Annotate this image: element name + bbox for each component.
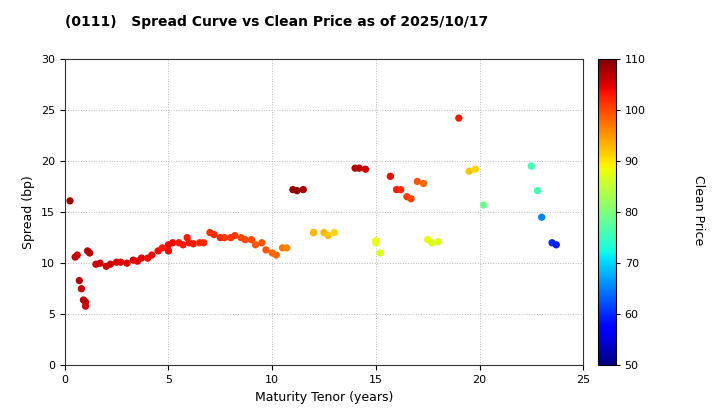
Point [80, 303, 91, 310]
Point [104, 261, 116, 268]
Point [271, 252, 282, 258]
Point [426, 239, 438, 246]
Point [101, 263, 112, 270]
Point [384, 173, 396, 180]
Point [308, 229, 320, 236]
Point [73, 277, 85, 284]
Point [156, 244, 168, 251]
Point [370, 237, 382, 244]
Point [115, 259, 127, 265]
Point [235, 234, 247, 241]
Point [546, 239, 558, 246]
Point [163, 241, 174, 248]
Point [370, 239, 382, 246]
Point [167, 239, 179, 246]
Point [188, 240, 199, 247]
Point [78, 297, 89, 303]
Point [266, 249, 278, 256]
Point [153, 247, 164, 254]
Y-axis label: Spread (bp): Spread (bp) [22, 175, 35, 249]
Point [219, 234, 230, 241]
Point [292, 187, 303, 194]
Point [76, 286, 87, 292]
Point [146, 252, 158, 258]
Point [287, 186, 299, 193]
Point [177, 241, 189, 248]
Point [82, 247, 94, 254]
Point [246, 236, 257, 243]
Point [418, 180, 429, 187]
Point [478, 202, 490, 208]
Point [464, 168, 475, 175]
Point [250, 241, 261, 248]
Point [432, 239, 444, 245]
Point [229, 232, 240, 239]
Point [240, 236, 251, 243]
Point [469, 166, 481, 173]
Point [84, 249, 96, 256]
Point [215, 234, 226, 241]
Point [163, 247, 174, 254]
Point [308, 229, 320, 236]
Point [181, 234, 193, 241]
Point [297, 186, 309, 193]
Point [208, 231, 220, 238]
Point [276, 244, 288, 251]
Point [260, 247, 271, 253]
Point [391, 186, 402, 193]
Point [354, 165, 365, 171]
Point [256, 239, 268, 246]
Point [127, 257, 139, 263]
Point [532, 187, 544, 194]
Point [328, 229, 340, 236]
Point [198, 239, 210, 246]
Point [64, 197, 76, 204]
Point [90, 261, 102, 268]
Point [412, 178, 423, 185]
Point [453, 115, 464, 121]
Point [401, 193, 413, 200]
Text: (0111)   Spread Curve vs Clean Price as of 2025/10/17: (0111) Spread Curve vs Clean Price as of… [65, 16, 488, 29]
Point [374, 249, 386, 256]
Point [194, 239, 205, 246]
Point [71, 252, 83, 258]
Point [94, 260, 106, 267]
Text: Clean Price: Clean Price [692, 175, 705, 245]
Point [395, 186, 407, 193]
X-axis label: Maturity Tenor (years): Maturity Tenor (years) [255, 391, 393, 404]
Point [281, 244, 292, 251]
Point [349, 165, 361, 171]
Point [173, 239, 184, 246]
Point [551, 241, 562, 248]
Point [132, 258, 143, 265]
Point [69, 254, 81, 260]
Point [136, 255, 148, 261]
Point [111, 259, 122, 265]
Point [121, 260, 132, 267]
Point [142, 255, 153, 261]
Point [184, 239, 195, 246]
Point [422, 236, 433, 243]
Point [318, 229, 330, 236]
Point [405, 195, 417, 202]
Point [536, 214, 547, 220]
Point [80, 299, 91, 305]
Point [225, 234, 236, 241]
Point [204, 229, 216, 236]
Point [360, 166, 372, 173]
Point [526, 163, 537, 170]
Point [323, 232, 334, 239]
